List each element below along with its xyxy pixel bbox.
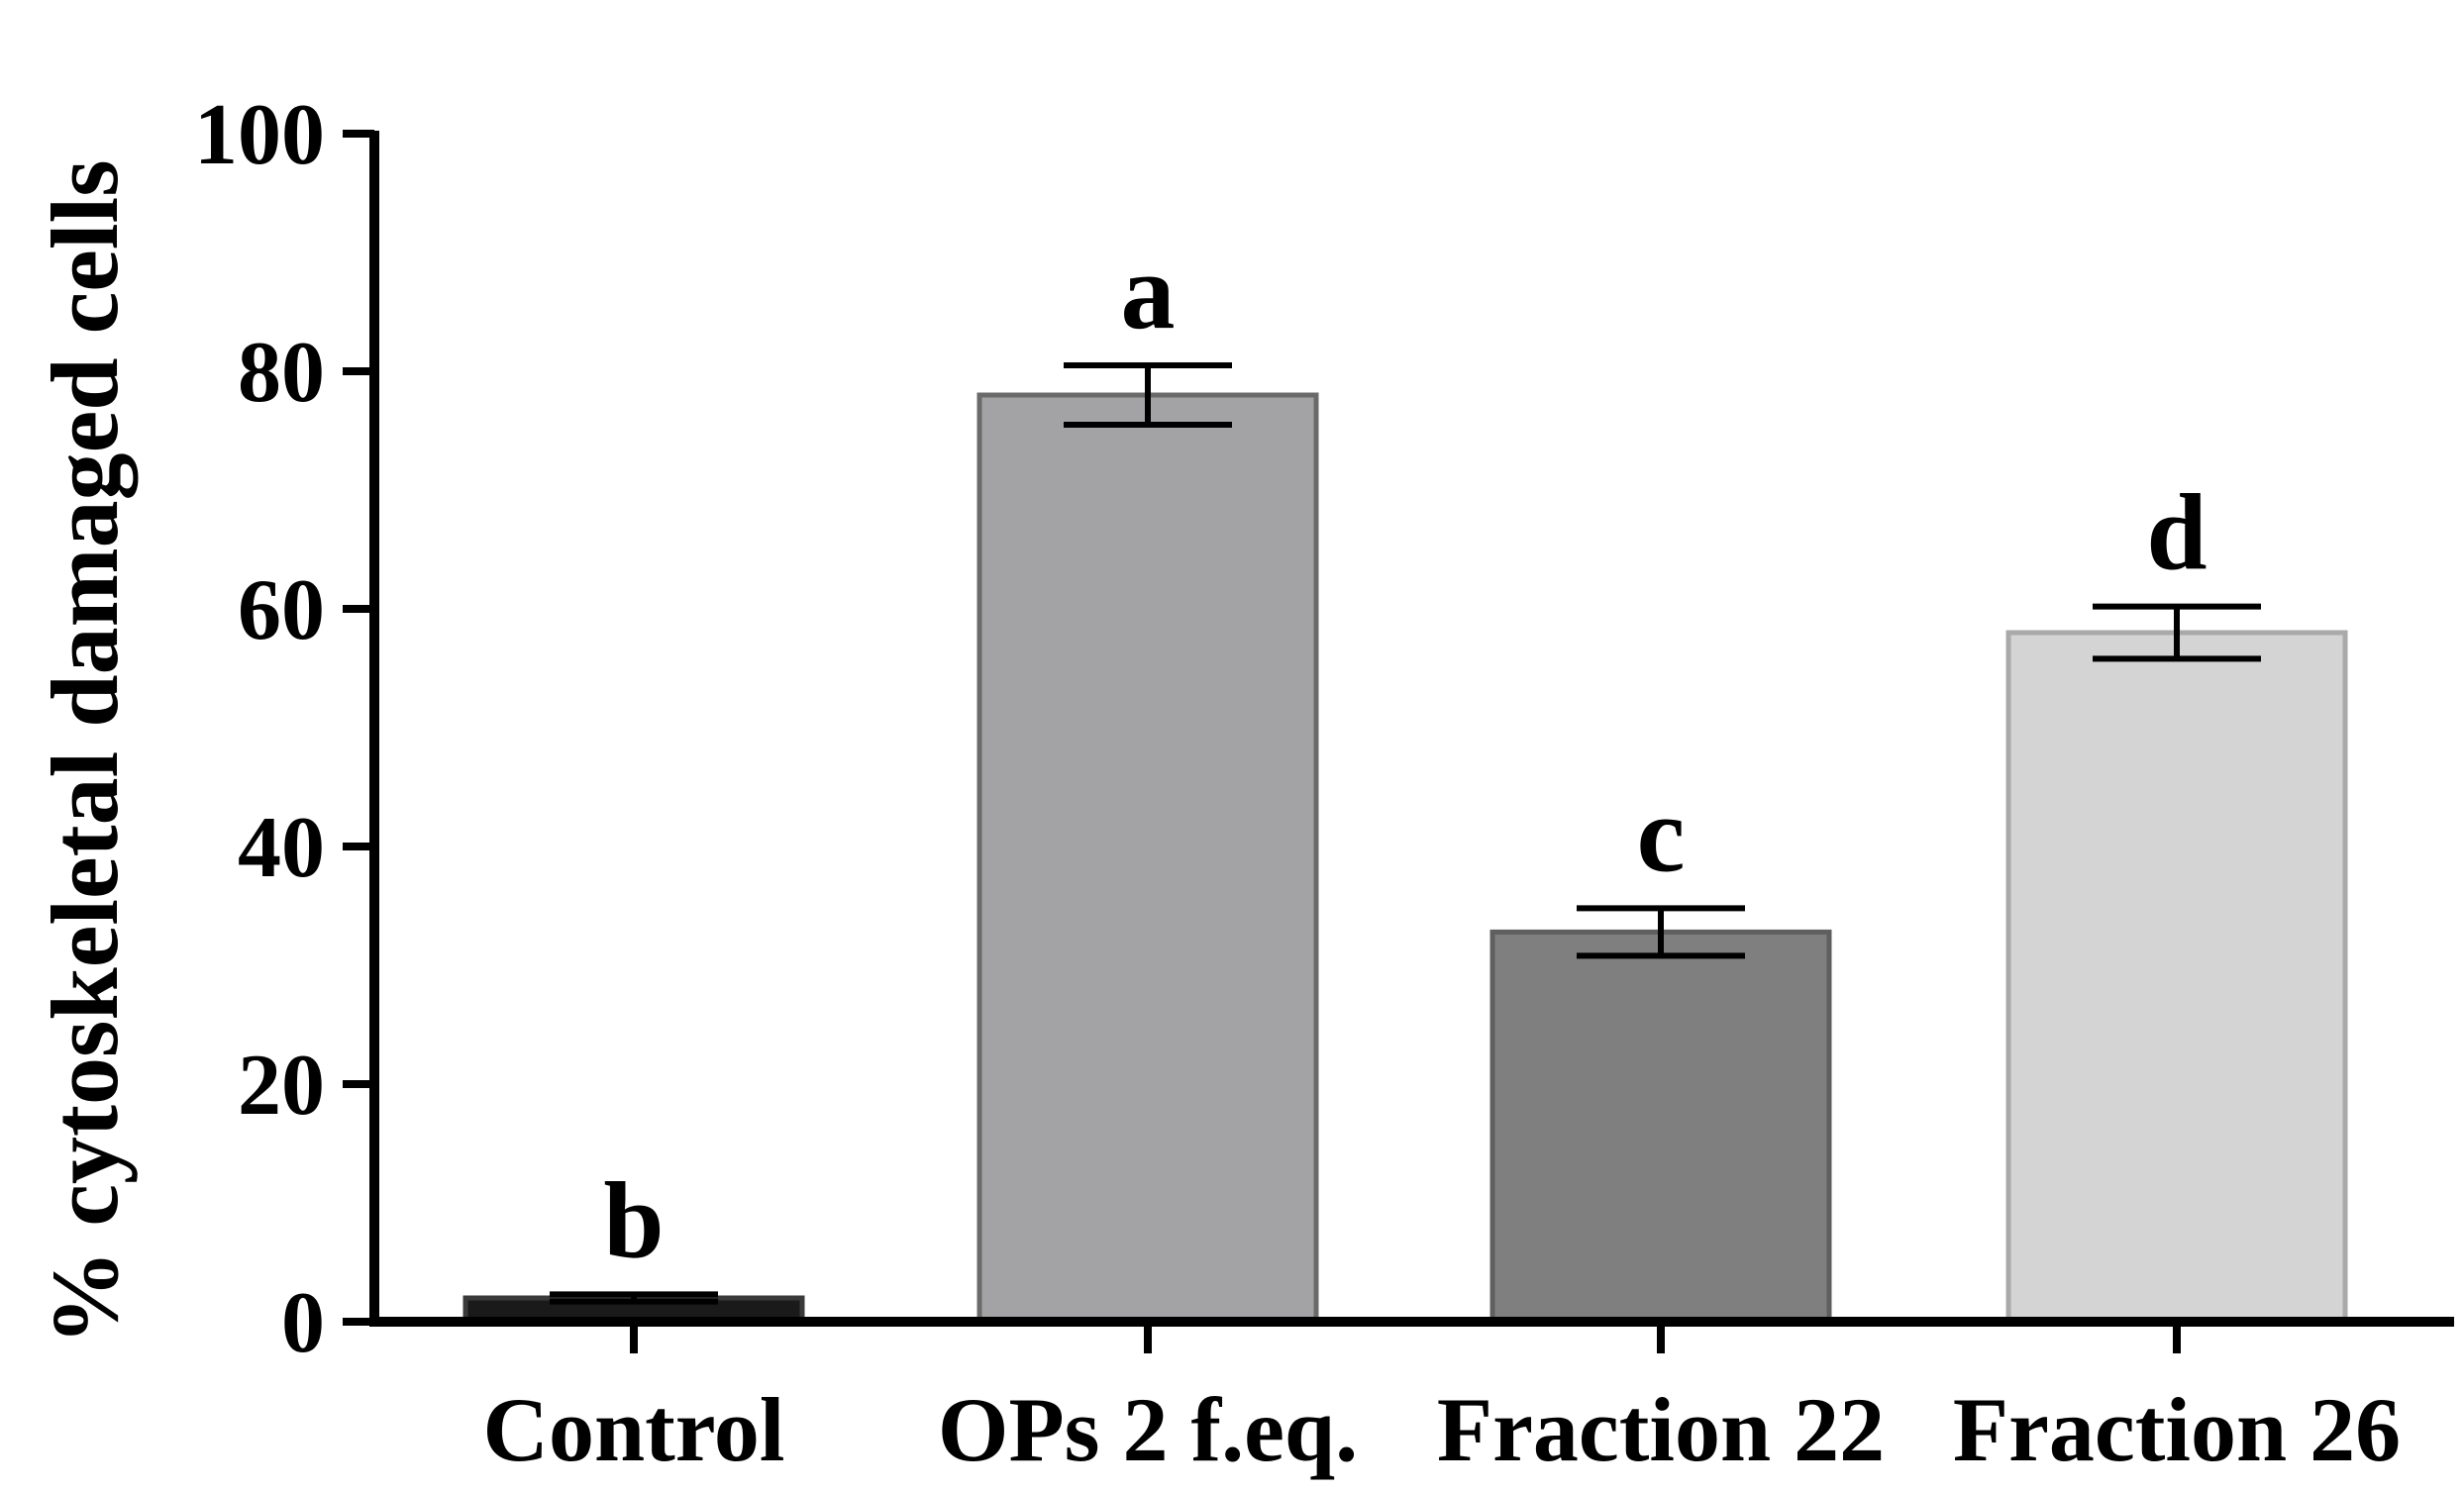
x-tick-label: OPs 2 f.eq. [938, 1379, 1358, 1480]
x-tick-label: Fraction 26 [1953, 1379, 2401, 1480]
y-tick-label: 80 [238, 325, 325, 421]
error-bar [1064, 362, 1232, 428]
y-tick-label: 20 [238, 1038, 325, 1134]
bar-ops-2-f-eq- [976, 392, 1319, 1325]
error-bar [1577, 905, 1745, 959]
bar-fraction-26 [2005, 630, 2348, 1325]
error-bar [550, 1291, 718, 1305]
y-tick-label: 100 [194, 87, 325, 183]
x-tick-label: Fraction 22 [1437, 1379, 1885, 1480]
bar-fraction-22 [1489, 929, 1832, 1325]
y-tick-label: 60 [238, 562, 325, 658]
y-tick-label: 0 [281, 1275, 325, 1371]
x-tick-label: Control [483, 1379, 785, 1480]
error-bar [2093, 603, 2261, 662]
significance-label: a [1121, 231, 1176, 351]
y-tick-label: 40 [238, 800, 325, 896]
significance-label: d [2146, 472, 2207, 593]
significance-label: c [1637, 773, 1686, 894]
y-axis-title: % cytoskeletal damaged cells [32, 159, 138, 1344]
significance-label: b [603, 1159, 664, 1280]
